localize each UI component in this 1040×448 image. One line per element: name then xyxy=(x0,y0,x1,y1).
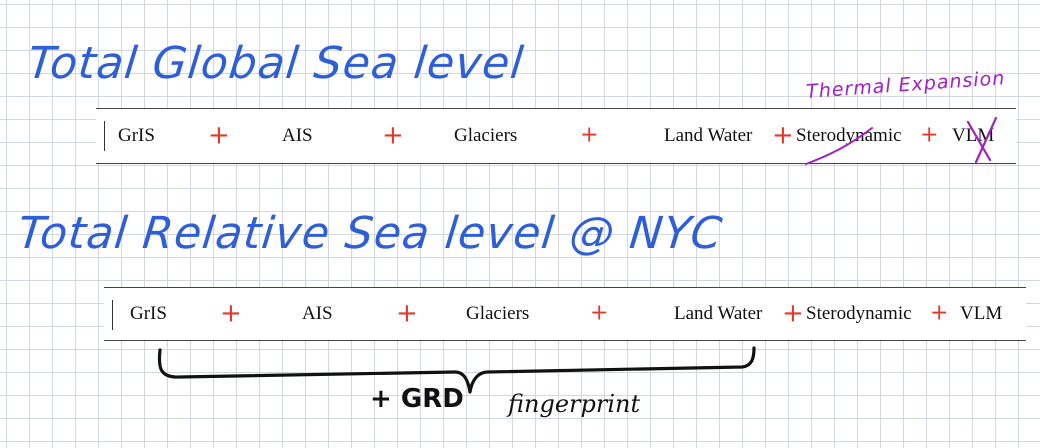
table-left-rule xyxy=(112,300,113,330)
cell-land-water: Land Water xyxy=(664,125,753,146)
grd-brace xyxy=(157,346,756,394)
plus-sign: + xyxy=(782,298,804,329)
plus-sign: + xyxy=(220,298,242,329)
plus-sign: + xyxy=(930,300,949,326)
plus-sign: + xyxy=(396,298,418,329)
cell-land-water: Land Water xyxy=(674,303,763,324)
cell-gris: GrIS xyxy=(130,303,167,324)
plus-sign: + xyxy=(772,120,794,151)
cell-sterodynamic: Sterodynamic xyxy=(796,125,902,146)
plus-sign: + xyxy=(590,300,609,326)
cell-glaciers: Glaciers xyxy=(466,303,530,324)
cell-glaciers: Glaciers xyxy=(454,125,518,146)
fingerprint-label: fingerprint xyxy=(508,390,641,418)
cell-vlm: VLM xyxy=(952,125,995,146)
cell-vlm: VLM xyxy=(960,303,1003,324)
plus-sign: + xyxy=(208,120,230,151)
sterodynamic-strike xyxy=(805,127,873,165)
cell-sterodynamic: Sterodynamic xyxy=(806,303,912,324)
plus-sign: + xyxy=(580,122,599,148)
relative-components-table: GrIS + AIS + Glaciers + Land Water + Ste… xyxy=(104,287,1026,341)
cell-ais: AIS xyxy=(302,303,333,324)
grd-plus-label: + GRD xyxy=(370,384,464,414)
cell-gris: GrIS xyxy=(118,125,155,146)
vlm-strike-x xyxy=(966,116,998,164)
cell-ais: AIS xyxy=(282,125,313,146)
plus-sign: + xyxy=(382,120,404,151)
table-left-rule xyxy=(104,121,105,151)
plus-sign: + xyxy=(920,122,939,148)
